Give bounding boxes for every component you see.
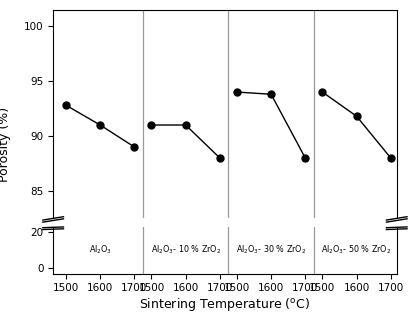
Text: Porosity (%): Porosity (%) bbox=[0, 107, 11, 183]
X-axis label: Sintering Temperature ($^{\mathrm{o}}$C): Sintering Temperature ($^{\mathrm{o}}$C) bbox=[139, 296, 310, 313]
Text: Al$_2$O$_3$- 50 % ZrO$_2$: Al$_2$O$_3$- 50 % ZrO$_2$ bbox=[321, 244, 392, 256]
Text: Al$_2$O$_3$- 10 % ZrO$_2$: Al$_2$O$_3$- 10 % ZrO$_2$ bbox=[151, 244, 221, 256]
Text: Al$_2$O$_3$- 30 % ZrO$_2$: Al$_2$O$_3$- 30 % ZrO$_2$ bbox=[236, 244, 306, 256]
Text: Al$_2$O$_3$: Al$_2$O$_3$ bbox=[89, 244, 112, 256]
